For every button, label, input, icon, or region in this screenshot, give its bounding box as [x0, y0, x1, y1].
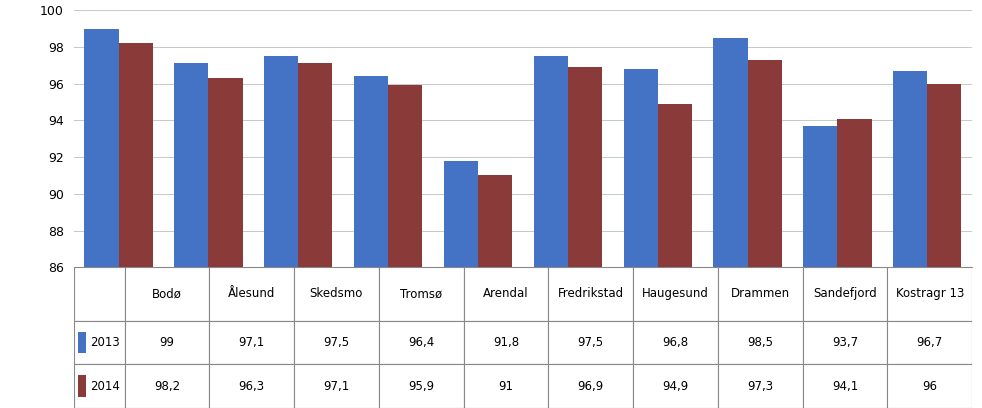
Bar	[354, 76, 388, 408]
Bar	[888, 321, 972, 364]
Bar	[209, 267, 294, 321]
Bar	[84, 29, 119, 408]
Text: Bodø: Bodø	[152, 288, 182, 300]
Bar	[718, 267, 802, 321]
Text: 91: 91	[499, 380, 514, 392]
Bar	[388, 85, 422, 408]
Bar	[478, 175, 513, 408]
Text: Kostragr 13: Kostragr 13	[896, 288, 964, 300]
Bar	[548, 321, 633, 364]
Bar	[802, 267, 888, 321]
Text: 97,3: 97,3	[747, 380, 774, 392]
Bar	[379, 321, 464, 364]
Text: Skedsmo: Skedsmo	[309, 288, 363, 300]
Bar	[624, 69, 658, 408]
Bar	[209, 364, 294, 408]
Bar	[633, 267, 718, 321]
Bar	[718, 321, 802, 364]
Text: 97,1: 97,1	[323, 380, 350, 392]
Text: Haugesund: Haugesund	[642, 288, 709, 300]
Text: 94,9: 94,9	[663, 380, 688, 392]
Bar	[174, 64, 208, 408]
Text: Sandefjord: Sandefjord	[813, 288, 877, 300]
Text: 96,9: 96,9	[577, 380, 604, 392]
Bar	[78, 375, 85, 397]
Text: 97,1: 97,1	[239, 336, 265, 349]
Text: 2014: 2014	[90, 380, 120, 392]
Bar	[125, 364, 209, 408]
Bar	[633, 364, 718, 408]
Text: 2013: 2013	[90, 336, 120, 349]
Bar	[208, 78, 243, 408]
Text: Arendal: Arendal	[483, 288, 528, 300]
Bar	[209, 321, 294, 364]
Text: 95,9: 95,9	[409, 380, 434, 392]
Bar	[294, 321, 379, 364]
Bar	[893, 71, 927, 408]
Text: 96,7: 96,7	[916, 336, 943, 349]
Bar	[379, 267, 464, 321]
Bar	[548, 364, 633, 408]
Bar	[658, 104, 692, 408]
Bar	[803, 126, 838, 408]
Bar	[299, 64, 333, 408]
Bar	[713, 38, 747, 408]
Text: 98,5: 98,5	[747, 336, 773, 349]
Text: 96,8: 96,8	[663, 336, 688, 349]
Bar	[294, 267, 379, 321]
Bar	[464, 267, 548, 321]
Bar	[533, 56, 568, 408]
Bar	[633, 321, 718, 364]
Bar	[888, 364, 972, 408]
Bar	[548, 267, 633, 321]
Text: Drammen: Drammen	[731, 288, 790, 300]
Text: 97,5: 97,5	[323, 336, 350, 349]
Text: 96,3: 96,3	[239, 380, 265, 392]
Text: Ålesund: Ålesund	[228, 288, 275, 300]
Bar	[568, 67, 602, 408]
Bar	[718, 364, 802, 408]
Text: 93,7: 93,7	[832, 336, 858, 349]
Text: 98,2: 98,2	[154, 380, 180, 392]
Bar	[802, 321, 888, 364]
Text: 97,5: 97,5	[577, 336, 604, 349]
Text: 99: 99	[159, 336, 175, 349]
Bar	[464, 364, 548, 408]
Bar	[264, 56, 299, 408]
Bar	[747, 60, 782, 408]
Bar	[464, 321, 548, 364]
Bar	[119, 43, 153, 408]
Bar	[74, 267, 125, 321]
Bar	[802, 364, 888, 408]
Text: 96: 96	[922, 380, 937, 392]
Text: Fredrikstad: Fredrikstad	[558, 288, 624, 300]
Text: Tromsø: Tromsø	[400, 288, 442, 300]
Bar	[379, 364, 464, 408]
Bar	[294, 364, 379, 408]
Bar	[78, 332, 85, 353]
Bar	[74, 321, 125, 364]
Bar	[838, 119, 872, 408]
Bar	[125, 267, 209, 321]
Bar	[888, 267, 972, 321]
Text: 91,8: 91,8	[493, 336, 519, 349]
Text: 96,4: 96,4	[409, 336, 434, 349]
Bar	[125, 321, 209, 364]
Bar	[927, 84, 961, 408]
Bar	[74, 364, 125, 408]
Bar	[444, 161, 478, 408]
Text: 94,1: 94,1	[832, 380, 858, 392]
